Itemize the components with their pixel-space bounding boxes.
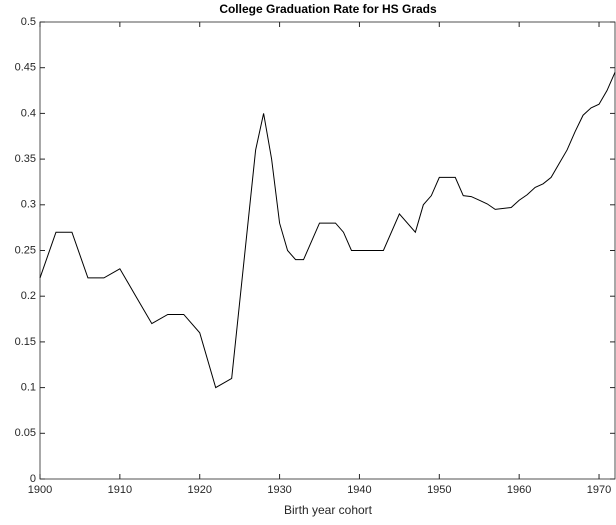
y-tick-label: 0.25 [15,244,36,256]
y-tick-label: 0.5 [21,16,36,28]
x-tick-label: 1900 [28,484,52,496]
y-tick-label: 0.2 [21,290,36,302]
y-tick-label: 0.1 [21,382,36,394]
x-tick-label: 1920 [187,484,211,496]
y-tick-label: 0.15 [15,336,36,348]
y-tick-label: 0.3 [21,199,36,211]
chart-title: College Graduation Rate for HS Grads [219,2,437,16]
data-line [39,72,616,389]
x-tick-label: 1960 [507,484,531,496]
y-tick-label: 0.4 [21,107,36,119]
x-tick-label: 1910 [108,484,132,496]
x-tick-label: 1950 [427,484,451,496]
plot-frame [39,21,616,480]
x-tick-label: 1930 [267,484,291,496]
x-tick-label: 1970 [587,484,611,496]
y-tick-label: 0.05 [15,427,36,439]
x-axis-label: Birth year cohort [284,503,373,517]
y-tick-label: 0.35 [15,153,36,165]
y-tick-label: 0 [30,473,36,485]
x-tick-label: 1940 [347,484,371,496]
y-tick-label: 0.45 [15,62,36,74]
